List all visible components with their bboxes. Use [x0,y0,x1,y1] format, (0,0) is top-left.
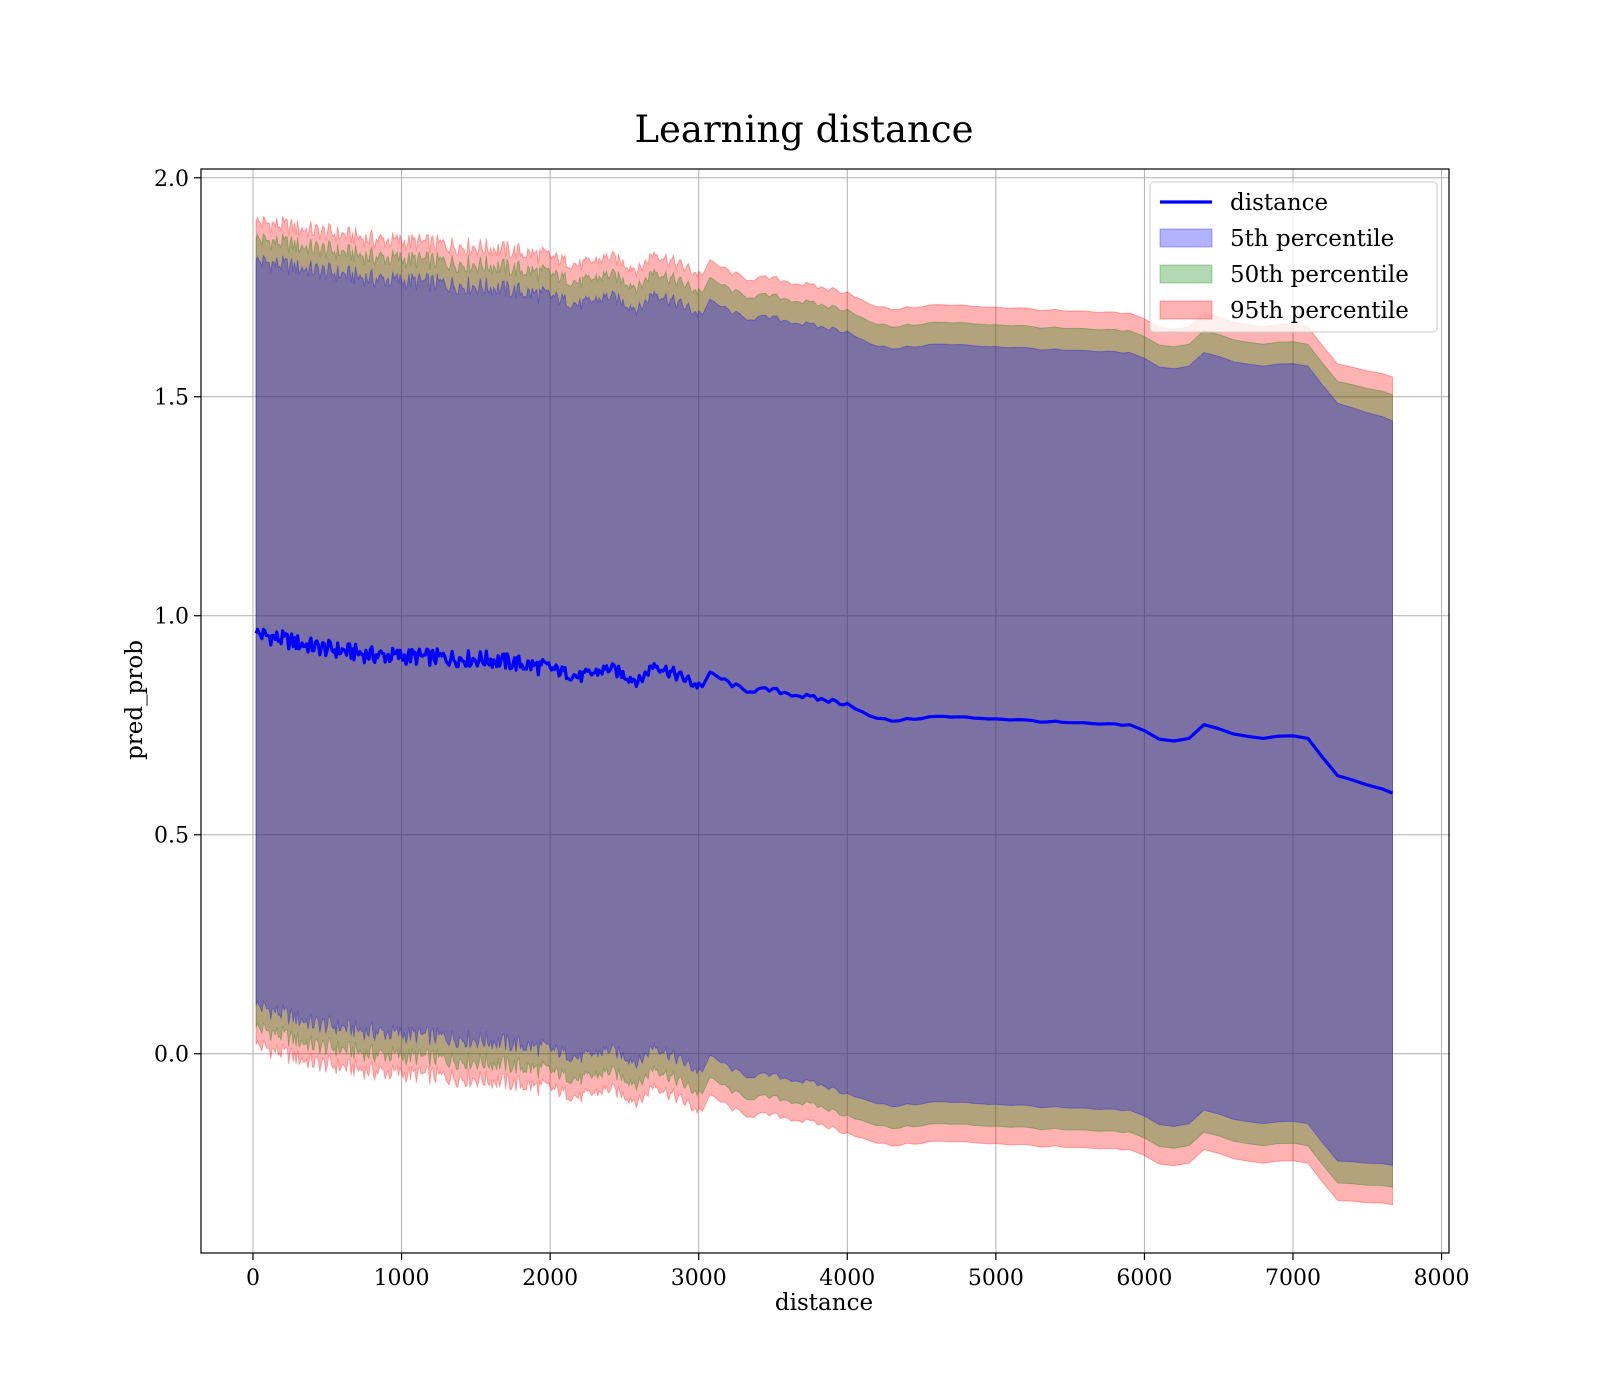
legend-swatch-5th-percentile [1159,228,1213,248]
legend: distance 5th percentile 50th percentile 95t… [1149,181,1438,333]
grid [201,169,1449,1253]
y-tick-label: 1.0 [154,605,189,630]
x-tick-label: 8000 [1414,1266,1470,1291]
line-distance [254,627,1394,795]
y-axis-title: pred_prob [122,640,148,760]
x-tick-label: 7000 [1265,1266,1321,1291]
legend-label-distance: distance [1230,190,1328,216]
band-5th-percentile [255,254,1393,1166]
band-95th-percentile [255,215,1393,1206]
chart-title: Learning distance [634,108,973,151]
x-tick-label: 0 [246,1266,260,1291]
band-50th-percentile [255,232,1393,1188]
percentile-bands [255,215,1393,1206]
plot-frame [200,168,1450,1254]
x-axis-title: distance [775,1290,873,1316]
x-tick-label: 4000 [819,1266,875,1291]
axis-ticks: 0 1000 2000 3000 4000 5000 6000 7000 8000 0.0 0.5 1… [154,167,1470,1291]
y-tick-label: 0.0 [154,1043,189,1068]
x-tick-label: 6000 [1116,1266,1172,1291]
x-tick-label: 5000 [968,1266,1024,1291]
y-tick-label: 2.0 [154,167,189,192]
legend-label-50th-percentile: 50th percentile [1230,262,1409,288]
legend-label-5th-percentile: 5th percentile [1230,226,1394,252]
legend-box [1149,181,1438,333]
series-lines [254,627,1394,795]
y-tick-label: 1.5 [154,386,189,411]
legend-label-95th-percentile: 95th percentile [1230,298,1409,324]
legend-swatch-95th-percentile [1159,300,1213,320]
y-tick-label: 0.5 [154,824,189,849]
x-tick-label: 1000 [374,1266,430,1291]
x-tick-label: 2000 [522,1266,578,1291]
x-tick-label: 3000 [671,1266,727,1291]
legend-swatch-50th-percentile [1159,264,1213,284]
